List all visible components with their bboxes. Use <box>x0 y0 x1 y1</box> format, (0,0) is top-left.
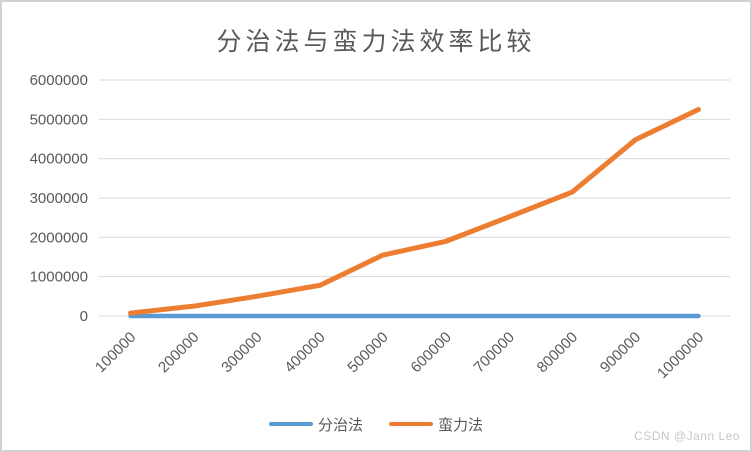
series-line-brute <box>128 107 701 316</box>
x-axis-tick-label: 1000000 <box>654 329 707 382</box>
y-axis-tick-label: 0 <box>80 308 88 325</box>
x-axis-tick-label: 100000 <box>92 329 139 376</box>
x-axis-tick-label: 800000 <box>534 329 581 376</box>
watermark: CSDN @Jann Leo <box>634 429 740 443</box>
y-axis-tick-label: 3000000 <box>30 190 88 207</box>
y-axis-tick-label: 5000000 <box>30 111 88 128</box>
legend-item-brute: 蛮力法 <box>389 414 483 435</box>
chart-legend: 分治法 蛮力法 <box>2 412 750 436</box>
x-axis-tick-label: 700000 <box>471 329 518 376</box>
x-axis-tick-label: 900000 <box>597 329 644 376</box>
divide-series-line-icon <box>268 422 313 426</box>
x-axis-tick-label: 500000 <box>344 329 391 376</box>
legend-label-brute: 蛮力法 <box>438 416 484 434</box>
legend-label-divide: 分治法 <box>317 416 363 434</box>
y-axis-tick-label: 2000000 <box>30 229 88 246</box>
legend-item-divide: 分治法 <box>268 414 363 435</box>
x-axis-tick-label: 600000 <box>407 329 454 376</box>
y-axis-tick-label: 1000000 <box>30 269 88 286</box>
chart-title: 分治法与蛮力法效率比较 <box>216 28 536 56</box>
y-axis-tick-label: 6000000 <box>30 72 88 89</box>
x-axis-tick-label: 300000 <box>218 329 265 376</box>
y-axis-tick-label: 4000000 <box>30 151 88 168</box>
brute-series-line-icon <box>389 422 433 426</box>
x-axis-tick-label: 400000 <box>281 329 328 376</box>
x-axis-tick-label: 200000 <box>155 329 202 376</box>
